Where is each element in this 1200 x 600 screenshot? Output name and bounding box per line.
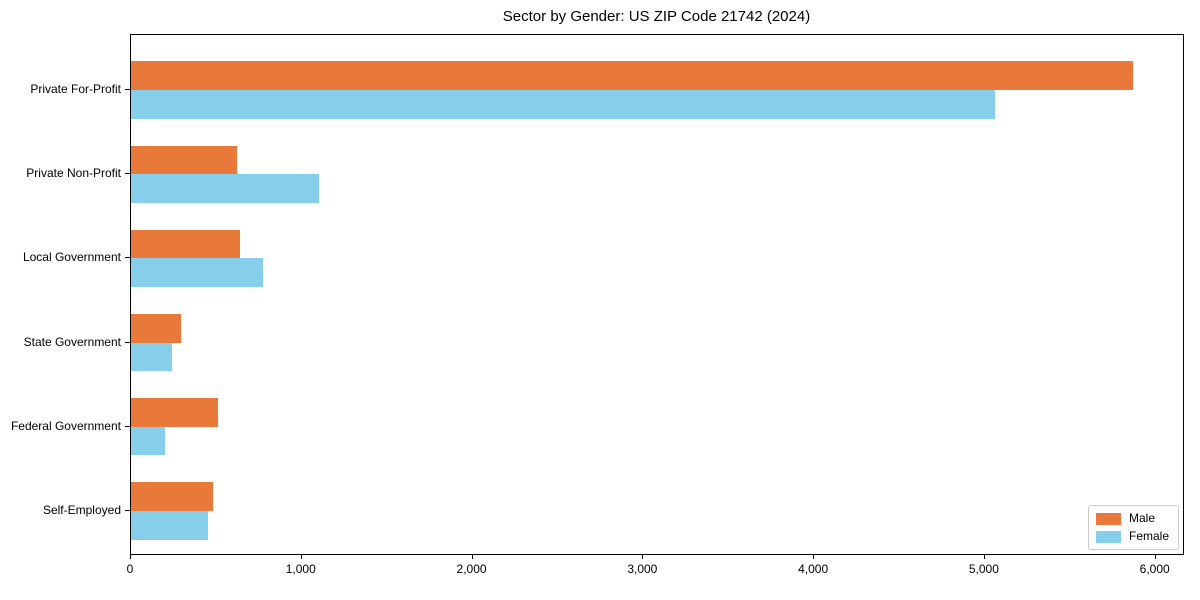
chart-title: Sector by Gender: US ZIP Code 21742 (202… bbox=[502, 8, 811, 25]
y-tick-mark bbox=[125, 510, 130, 511]
y-axis-label: State Government bbox=[23, 334, 121, 349]
legend-label-female: Female bbox=[1128, 529, 1169, 543]
bar-female-0 bbox=[131, 90, 996, 119]
legend-item-male: Male bbox=[1095, 511, 1169, 525]
bar-male-1 bbox=[131, 145, 237, 175]
y-tick-mark bbox=[125, 89, 130, 90]
x-axis-tick-label: 4,000 bbox=[798, 562, 829, 576]
y-tick-mark bbox=[125, 173, 130, 175]
x-tick-mark bbox=[130, 555, 131, 559]
y-axis-label: Local Government bbox=[22, 250, 121, 265]
bar-female-5 bbox=[131, 511, 208, 540]
bar-male-4 bbox=[131, 398, 219, 427]
bar-female-4 bbox=[131, 426, 166, 456]
x-axis-tick-label: 5,000 bbox=[968, 562, 999, 576]
bar-male-3 bbox=[131, 314, 181, 343]
bar-male-2 bbox=[131, 229, 241, 259]
y-axis-label: Private Non-Profit bbox=[26, 166, 121, 181]
bar-female-3 bbox=[131, 342, 172, 372]
x-tick-mark bbox=[813, 555, 815, 559]
y-axis-label: Private For-Profit bbox=[30, 82, 121, 96]
x-tick-mark bbox=[983, 555, 985, 559]
legend-swatch-male bbox=[1095, 512, 1121, 525]
legend-item-female: Female bbox=[1095, 529, 1169, 543]
x-tick-mark bbox=[300, 555, 302, 559]
legend-label-male: Male bbox=[1128, 511, 1155, 525]
y-tick-mark bbox=[125, 257, 130, 259]
x-axis-tick-label: 0 bbox=[126, 562, 134, 576]
x-axis-tick-label: 6,000 bbox=[1139, 562, 1170, 576]
x-axis-tick-label: 3,000 bbox=[627, 562, 658, 576]
legend-swatch-female bbox=[1095, 530, 1121, 543]
x-tick-mark bbox=[471, 555, 473, 559]
x-axis-tick-label: 1,000 bbox=[285, 562, 316, 576]
bar-female-2 bbox=[131, 258, 263, 287]
x-tick-mark bbox=[1154, 555, 1156, 559]
plot-area: Male Female bbox=[130, 34, 1184, 555]
y-tick-mark bbox=[125, 425, 130, 427]
y-axis-label: Self-Employed bbox=[42, 503, 121, 517]
y-axis-label: Federal Government bbox=[10, 418, 121, 433]
y-tick-mark bbox=[125, 341, 130, 343]
bar-female-1 bbox=[131, 174, 319, 203]
x-tick-mark bbox=[642, 555, 644, 559]
x-axis-tick-label: 2,000 bbox=[456, 562, 487, 576]
legend: Male Female bbox=[1087, 505, 1179, 550]
bar-male-5 bbox=[131, 482, 213, 511]
bar-male-0 bbox=[131, 61, 1134, 90]
